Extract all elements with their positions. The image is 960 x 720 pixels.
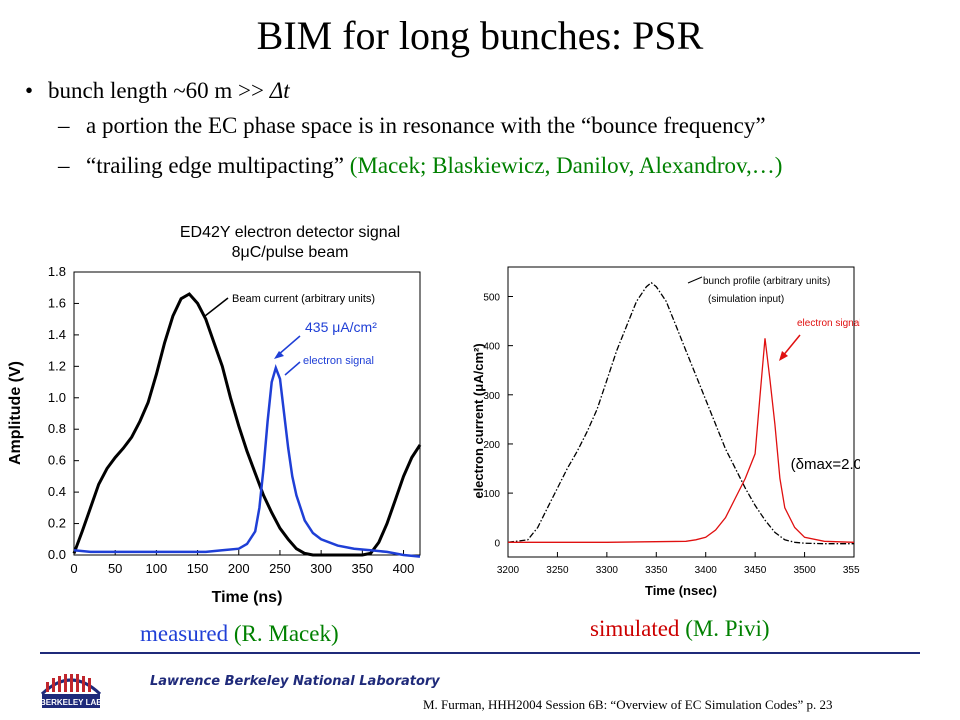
- x-tick-label: 250: [269, 561, 291, 576]
- simulated-input-label: (simulation input): [708, 294, 784, 305]
- measured-peak-label: 435 μA/cm²: [305, 319, 377, 335]
- x-tick-label: 3500: [793, 565, 816, 576]
- sub-bullet-2-text: “trailing edge multipacting”: [86, 153, 350, 178]
- y-tick-label: 0.6: [48, 453, 66, 468]
- measured-plot-title-line2: 8μC/pulse beam: [231, 244, 349, 261]
- measured-caption-author: (R. Macek): [228, 621, 339, 646]
- y-tick-label: 400: [483, 342, 500, 353]
- lab-name: Lawrence Berkeley National Laboratory: [150, 674, 440, 689]
- simulated-delta-label: (δmax=2.05): [791, 456, 860, 473]
- sub-bullet-2-refs: (Macek; Blaskiewicz, Danilov, Alexandrov…: [349, 153, 783, 178]
- y-tick-label: 0.4: [48, 484, 66, 499]
- y-tick-label: 1.4: [48, 327, 66, 342]
- measured-signal-arrow: [284, 361, 301, 376]
- y-tick-label: 1.8: [48, 264, 66, 279]
- x-tick-label: 350: [351, 561, 373, 576]
- x-tick-label: 50: [108, 561, 122, 576]
- y-tick-label: 200: [483, 440, 500, 451]
- y-tick-label: 0: [494, 538, 500, 549]
- y-tick-label: 1.6: [48, 295, 66, 310]
- measured-plot-title: ED42Y electron detector signal 8μC/pulse…: [60, 223, 520, 263]
- measured-beam-curve: [72, 292, 422, 557]
- measured-plot-frame: [73, 271, 421, 556]
- footer-rule: [40, 652, 920, 654]
- dash-2: –: [58, 153, 70, 178]
- x-tick-label: 150: [187, 561, 209, 576]
- footer-citation: M. Furman, HHH2004 Session 6B: “Overview…: [423, 697, 833, 712]
- x-tick-label: 3350: [645, 565, 668, 576]
- y-tick-label: 0.8: [48, 421, 66, 436]
- y-tick-label: 100: [483, 489, 500, 500]
- simulated-caption-word: simulated: [590, 616, 680, 641]
- y-tick-label: 300: [483, 391, 500, 402]
- measured-electron-signal-curve: [73, 363, 421, 558]
- y-tick-label: 500: [483, 292, 500, 303]
- simulated-electron-signal-curve: [508, 338, 855, 543]
- x-tick-label: 0: [70, 561, 77, 576]
- simulated-caption: simulated (M. Pivi): [590, 616, 770, 642]
- y-tick-label: 1.0: [48, 390, 66, 405]
- x-tick-label: 3450: [744, 565, 767, 576]
- simulated-signal-label: electron signal: [797, 318, 860, 329]
- x-tick-label: 3250: [546, 565, 569, 576]
- bullet-glyph: •: [25, 78, 34, 103]
- simulated-y-label: electron current (μA/cm²): [471, 343, 486, 498]
- measured-beam-arrow: [204, 297, 229, 317]
- measured-signal-label: electron signal: [303, 355, 374, 367]
- simulated-signal-arrowhead: [779, 351, 788, 361]
- measured-caption: measured (R. Macek): [140, 621, 339, 647]
- measured-caption-word: measured: [140, 621, 229, 646]
- x-tick-label: 3300: [596, 565, 619, 576]
- simulated-caption-author: (M. Pivi): [679, 616, 770, 641]
- sub-bullet-1: a portion the EC phase space is in reson…: [86, 113, 766, 138]
- berkeley-lab-logo: BERKELEY LAB: [40, 674, 102, 708]
- x-tick-label: 100: [146, 561, 168, 576]
- measured-plot-title-line1: ED42Y electron detector signal: [179, 224, 401, 241]
- simulated-bunch-arrow: [687, 276, 703, 284]
- measured-chart: 0 50 100 150 200 250 300 350 400 0.0 0.2 0.4 0.6 0.8…: [7, 264, 422, 606]
- svg-text:BERKELEY LAB: BERKELEY LAB: [40, 698, 102, 707]
- slide-title: BIM for long bunches: PSR: [256, 13, 704, 58]
- simulated-signal-arrow: [781, 334, 801, 358]
- x-tick-label: 300: [310, 561, 332, 576]
- simulated-plot-frame: [507, 266, 855, 558]
- measured-y-label: Amplitude (V): [7, 361, 24, 465]
- dash-1: –: [58, 113, 70, 138]
- simulated-bunch-profile-curve: [507, 281, 854, 545]
- x-tick-label: 400: [393, 561, 415, 576]
- bullet-1-delta: Δt: [269, 78, 290, 103]
- simulated-bunch-label: bunch profile (arbitrary units): [703, 276, 830, 287]
- x-tick-label: 3200: [497, 565, 520, 576]
- y-tick-label: 0.0: [48, 547, 66, 562]
- measured-peak-arrow: [277, 335, 301, 356]
- sub-bullet-2: “trailing edge multipacting” (Macek; Bla…: [86, 153, 782, 179]
- measured-peak-arrowhead: [274, 351, 284, 359]
- measured-beam-label: Beam current (arbitrary units): [232, 293, 375, 305]
- x-tick-label: 3400: [695, 565, 718, 576]
- bullet-1: bunch length ~60 m >> Δt: [48, 78, 290, 104]
- bullet-1-text: bunch length ~60 m >>: [48, 78, 270, 103]
- simulated-x-label: Time (nsec): [645, 583, 717, 598]
- y-tick-label: 1.2: [48, 358, 66, 373]
- x-tick-label: 200: [228, 561, 250, 576]
- measured-x-label: Time (ns): [212, 589, 283, 606]
- y-tick-label: 0.2: [48, 516, 66, 531]
